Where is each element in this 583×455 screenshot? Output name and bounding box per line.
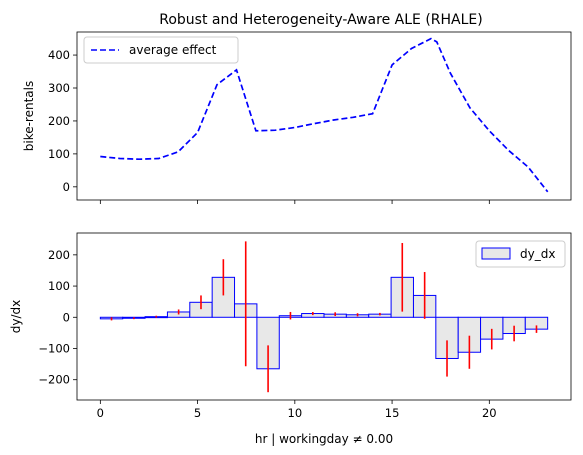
bottom-legend-swatch	[481, 247, 511, 260]
bottom-ytick-label: 0	[63, 310, 70, 324]
top-ytick-label: 400	[48, 48, 70, 62]
top-frame	[76, 31, 572, 201]
bottom-ytick-label: 200	[48, 248, 70, 262]
average-effect-line	[100, 37, 549, 193]
bottom-legend-label: dy_dx	[520, 247, 555, 261]
bottom-ytick-label: 100	[48, 279, 70, 293]
top-ytick-label: 300	[48, 81, 70, 95]
bottom-ytick-label: −200	[38, 373, 70, 387]
top-legend: average effect	[83, 36, 239, 64]
top-ytick-label: 200	[48, 114, 70, 128]
bottom-xtick-label: 20	[482, 406, 497, 420]
chart-title: Robust and Heterogeneity-Aware ALE (RHAL…	[159, 12, 482, 28]
top-ytick-label: 100	[48, 147, 70, 161]
bottom-xlabel: hr | workingday ≠ 0.00	[255, 432, 393, 446]
bottom-legend: dy_dx	[475, 240, 566, 268]
bottom-xtick-label: 0	[97, 406, 104, 420]
bottom-ytick-label: −100	[38, 341, 70, 355]
bottom-ylabel: dy/dx	[9, 300, 23, 333]
top-ylabel: bike-rentals	[22, 81, 36, 152]
top-legend-box	[83, 36, 239, 64]
top-legend-label: average effect	[129, 43, 217, 57]
top-panel: 0 100 200 300 400	[48, 31, 572, 204]
bottom-xtick-label: 15	[385, 406, 400, 420]
bottom-xtick-label: 5	[194, 406, 201, 420]
bottom-frame	[76, 232, 572, 401]
bottom-panel: −200 −100 0 100 200 0 5 10 15 20	[38, 232, 572, 420]
bottom-xtick-label: 10	[288, 406, 303, 420]
top-ytick-label: 0	[63, 180, 70, 194]
